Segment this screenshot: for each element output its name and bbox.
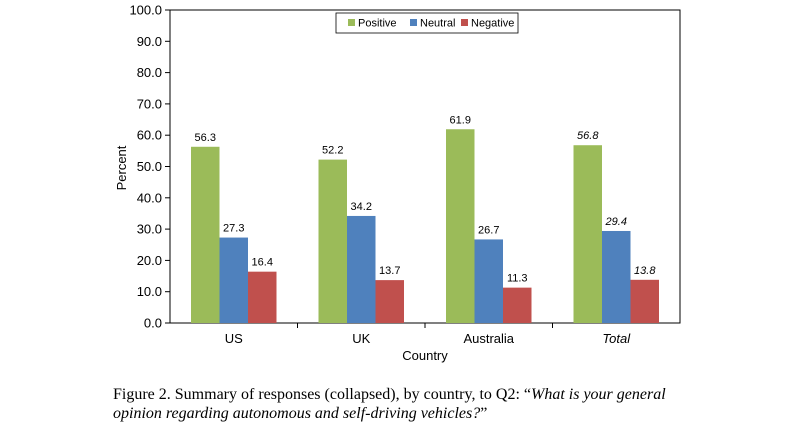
x-axis-title: Country xyxy=(402,348,448,363)
bar-negative-australia xyxy=(503,287,532,323)
bar-neutral-uk xyxy=(347,215,376,323)
y-tick-label: 0.0 xyxy=(144,316,162,331)
y-tick-label: 40.0 xyxy=(137,190,162,205)
bar-neutral-australia xyxy=(474,239,503,323)
data-labels: 56.3 27.3 16.4 52.2 34.2 13.7 61.9 26.7 11.3 56.8… xyxy=(195,114,657,284)
y-tick-label: 90.0 xyxy=(137,34,162,49)
x-category-label: UK xyxy=(352,331,370,346)
caption-close-quote: ” xyxy=(480,405,488,422)
bars xyxy=(191,129,659,323)
legend: Positive Neutral Negative xyxy=(335,12,519,34)
x-category-label: Australia xyxy=(463,331,514,346)
y-tick-label: 60.0 xyxy=(137,128,162,143)
bar-positive-total xyxy=(573,145,602,323)
figure-caption: Figure 2. Summary of responses (collapse… xyxy=(113,385,713,423)
data-label: 13.7 xyxy=(379,265,400,277)
data-label: 56.3 xyxy=(195,132,216,144)
data-label: 11.3 xyxy=(507,273,528,285)
legend-label-positive: Positive xyxy=(358,18,397,30)
y-tick-label: 10.0 xyxy=(137,284,162,299)
bar-chart: 0.0 10.0 20.0 30.0 40.0 50.0 60.0 70.0 80.0 90.0 1… xyxy=(114,3,681,363)
bar-positive-uk xyxy=(318,159,347,323)
y-axis-title: Percent xyxy=(114,145,129,190)
bar-negative-uk xyxy=(375,280,404,323)
data-label: 56.8 xyxy=(577,130,599,142)
caption-text: Figure 2. Summary of responses (collapse… xyxy=(113,386,531,403)
bar-negative-total xyxy=(630,279,659,323)
legend-label-neutral: Neutral xyxy=(420,18,455,30)
data-label: 13.8 xyxy=(634,265,656,277)
data-label: 27.3 xyxy=(223,223,244,235)
data-label: 29.4 xyxy=(605,216,627,228)
y-axis: 0.0 10.0 20.0 30.0 40.0 50.0 60.0 70.0 80.0 90.0 1… xyxy=(129,3,170,331)
legend-swatch-negative xyxy=(461,19,468,26)
legend-swatch-positive xyxy=(348,19,355,26)
y-tick-label: 80.0 xyxy=(137,65,162,80)
legend-label-negative: Negative xyxy=(471,18,514,30)
data-label: 52.2 xyxy=(322,145,343,157)
y-tick-label: 100.0 xyxy=(129,3,162,18)
y-tick-label: 50.0 xyxy=(137,159,162,174)
caption-question: What is your general opinion regarding a… xyxy=(113,386,666,422)
data-label: 34.2 xyxy=(351,201,372,213)
x-category-label: Total xyxy=(602,331,631,346)
legend-swatch-neutral xyxy=(410,19,417,26)
bar-negative-us xyxy=(248,271,277,323)
data-label: 16.4 xyxy=(252,257,273,269)
bar-positive-us xyxy=(191,146,220,323)
y-tick-label: 30.0 xyxy=(137,222,162,237)
bar-neutral-us xyxy=(219,237,248,323)
bar-neutral-total xyxy=(602,230,631,323)
bar-positive-australia xyxy=(446,129,475,323)
x-axis: US UK Australia Total xyxy=(225,323,631,346)
x-category-label: US xyxy=(225,331,243,346)
data-label: 26.7 xyxy=(478,224,499,236)
data-label: 61.9 xyxy=(450,114,471,126)
y-tick-label: 20.0 xyxy=(137,253,162,268)
y-tick-label: 70.0 xyxy=(137,96,162,111)
